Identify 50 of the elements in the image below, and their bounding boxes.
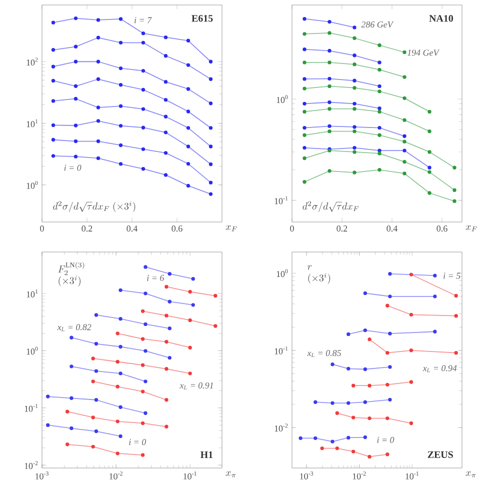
annotation: i = 0 bbox=[64, 164, 82, 171]
y-axis-title: $\begin{array}{l}F_2^{\mathrm{LN}(3)}\\ (\times 3^i)\end{array}$ bbox=[58, 262, 84, 286]
y-tick-label: 10$^{0}$ bbox=[276, 269, 288, 278]
x-tick-label: 10$^{-2}$ bbox=[352, 472, 366, 480]
y-tick-label: 10$^{1}$ bbox=[26, 290, 38, 298]
annotation: i = 0 bbox=[377, 436, 394, 443]
text: NA10 bbox=[429, 15, 453, 22]
x-tick-label: 10$^{-1}$ bbox=[406, 472, 418, 480]
y-tick-label: 10$^{-2}$ bbox=[274, 424, 288, 432]
x-tick-label: 10$^{-3}$ bbox=[36, 472, 48, 480]
x-axis-title: $x_\pi$ bbox=[226, 471, 236, 478]
x-axis-title: $x_F$ bbox=[466, 225, 477, 232]
x-tick-label: 10$^{-3}$ bbox=[300, 472, 314, 480]
x-tick-label: 0.4 bbox=[386, 226, 398, 232]
x-tick-label: 10$^{-2}$ bbox=[110, 472, 122, 480]
y-axis-title: $d^2\sigma/d\sqrt{\tau}dx_F\ (\times 3^i)$ bbox=[53, 201, 136, 212]
annotation: i = 6 bbox=[147, 274, 164, 281]
y-axis-title: $\begin{array}{l}r\\ (\times 3^i)\end{array}$ bbox=[308, 265, 330, 284]
y-tick-label: 10$^{2}$ bbox=[26, 58, 38, 66]
annotation: i = 7 bbox=[134, 17, 152, 24]
y-tick-label: 10$^{-1}$ bbox=[274, 196, 288, 204]
x-axis-title: $x_\pi$ bbox=[466, 471, 476, 478]
x-tick-label: 10$^{-1}$ bbox=[184, 472, 196, 480]
y-tick-label: 10$^{0}$ bbox=[276, 95, 288, 103]
annotation: 194 GeV bbox=[407, 50, 440, 56]
x-tick-label: 0.6 bbox=[172, 226, 182, 232]
y-axis-title: $d^2\sigma/d\sqrt{\tau}dx_F$ bbox=[302, 201, 359, 212]
text: H1 bbox=[200, 451, 213, 458]
y-tick-label: 10$^{-1}$ bbox=[24, 404, 38, 412]
y-tick-label: 10$^{-1}$ bbox=[274, 346, 288, 354]
text: E615 bbox=[192, 15, 213, 22]
x-tick-label: 0.4 bbox=[126, 226, 138, 232]
y-tick-label: 10$^{1}$ bbox=[26, 119, 38, 128]
annotation: x$_{L}$ = 0.91 bbox=[180, 382, 213, 390]
x-tick-label: 0.2 bbox=[336, 226, 348, 232]
x-tick-label: 0.6 bbox=[436, 226, 448, 232]
text: ZEUS bbox=[428, 451, 453, 458]
annotation: i = 5 bbox=[444, 272, 460, 279]
y-tick-label: 10$^{0}$ bbox=[26, 346, 38, 355]
x-axis-title: $x_F$ bbox=[226, 225, 237, 232]
x-tick-label: 0 bbox=[40, 226, 44, 232]
x-tick-label: 0 bbox=[290, 226, 294, 232]
y-tick-label: 10$^{-2}$ bbox=[24, 461, 38, 470]
annotation: x$_{L}$ = 0.94 bbox=[422, 365, 457, 372]
annotation: i = 0 bbox=[129, 439, 146, 446]
annotation: 286 GeV bbox=[361, 21, 394, 28]
annotation: x$_{L}$ = 0.82 bbox=[57, 324, 92, 332]
y-tick-label: 10$^{0}$ bbox=[26, 180, 38, 189]
x-tick-label: 0.2 bbox=[82, 226, 92, 232]
annotation: x$_{L}$ = 0.85 bbox=[307, 350, 342, 357]
